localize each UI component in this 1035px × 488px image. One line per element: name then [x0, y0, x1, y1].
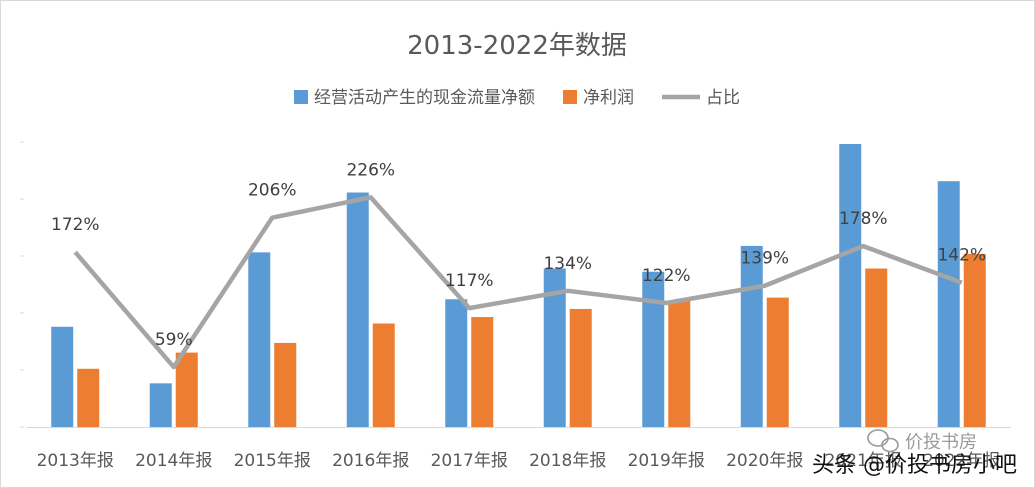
x-tick-label: 2020年报: [726, 451, 803, 471]
x-tick-label: 2016年报: [332, 451, 409, 471]
x-tick-label: 2013年报: [37, 451, 114, 471]
ratio-data-label: 122%: [642, 266, 691, 286]
x-tick-label: 2014年报: [135, 451, 212, 471]
net-profit-bar: [372, 323, 395, 427]
cashflow-bar: [839, 144, 862, 427]
legend-item: 净利润: [563, 88, 634, 108]
x-tick-label: 2021年报: [825, 451, 902, 471]
chart-title: 2013-2022年数据: [407, 31, 627, 61]
cashflow-bar: [543, 268, 566, 427]
y-axis-tick-marks: [20, 141, 24, 428]
ratio-data-label: 139%: [740, 249, 789, 269]
watermark: 价投书房 头条 @价投书房小吧: [812, 429, 1017, 478]
cashflow-bar: [937, 181, 960, 427]
net-profit-bar: [471, 317, 494, 427]
legend-label: 经营活动产生的现金流量净额: [314, 88, 535, 108]
legend-item: 占比: [662, 88, 740, 108]
ratio-line-group: 172% 59% 206% 226% 117% 134% 122% 139% 178% 142%: [51, 160, 986, 370]
net-profit-bar: [766, 297, 789, 427]
net-profit-bar: [175, 352, 198, 427]
x-tick-label: 2018年报: [529, 451, 606, 471]
ratio-data-label: 226%: [346, 160, 395, 180]
cashflow-bar: [149, 383, 172, 427]
net-profit-bar: [668, 300, 691, 427]
legend-label: 净利润: [583, 88, 634, 108]
cashflow-bar: [642, 271, 665, 427]
bars-group: [51, 144, 986, 427]
net-profit-bar: [77, 368, 100, 427]
watermark-small-text: 价投书房: [905, 432, 977, 453]
legend-swatch: [294, 90, 308, 104]
ratio-data-label: 117%: [445, 271, 494, 291]
net-profit-bar: [865, 268, 888, 427]
ratio-data-label: 59%: [155, 330, 193, 350]
legend-label: 占比: [706, 88, 740, 108]
ratio-data-label: 178%: [839, 209, 888, 229]
cashflow-bar: [445, 299, 468, 427]
x-tick-label: 2015年报: [234, 451, 311, 471]
legend-swatch: [563, 90, 577, 104]
legend: 经营活动产生的现金流量净额 净利润 占比: [294, 88, 740, 108]
ratio-data-label: 206%: [248, 181, 297, 201]
x-axis: 2013年报 2014年报 2015年报 2016年报 2017年报 2018年报 2019…: [26, 427, 1011, 471]
net-profit-bar: [274, 342, 297, 427]
ratio-data-label: 134%: [543, 254, 592, 274]
cashflow-bar: [346, 192, 369, 427]
watermark-text: 头条 @价投书房小吧: [812, 453, 1017, 478]
ratio-data-label: 142%: [937, 246, 986, 266]
net-profit-bar: [963, 253, 986, 427]
ratio-line: [73, 195, 963, 370]
ratio-data-label: 172%: [51, 215, 100, 235]
cashflow-bar: [248, 252, 271, 427]
x-tick-label: 2022年报: [923, 451, 1000, 471]
x-tick-label: 2017年报: [431, 451, 508, 471]
cashflow-bar: [51, 326, 74, 427]
cashflow-bar: [740, 245, 763, 427]
wechat-icon: [867, 429, 899, 453]
net-profit-bar: [569, 308, 592, 427]
legend-item: 经营活动产生的现金流量净额: [294, 88, 535, 108]
x-tick-label: 2019年报: [628, 451, 705, 471]
